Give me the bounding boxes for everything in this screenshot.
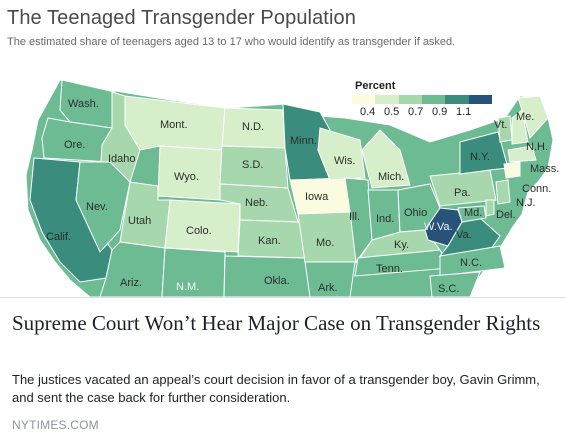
state-label-utah: Utah — [128, 215, 151, 227]
state-label-calif: Calif. — [46, 231, 71, 243]
state-label-mo: Mo. — [316, 237, 334, 249]
state-label-mich: Mich. — [378, 171, 404, 183]
state-nc — [439, 245, 506, 277]
us-choropleth-map: Wash. Ore. Calif. Idaho Nev. Utah Ariz. … — [25, 79, 559, 297]
state-label-nm: N.M. — [176, 281, 199, 293]
state-label-nj: N.J. — [516, 197, 536, 209]
state-label-va: Va. — [456, 229, 472, 241]
legend-title: Percent — [355, 80, 396, 92]
article-source: NYTIMES.COM — [12, 418, 99, 432]
state-label-neb: Neb. — [245, 197, 268, 209]
article-headline[interactable]: Supreme Court Won’t Hear Major Case on T… — [12, 311, 541, 335]
state-label-pa: Pa. — [454, 187, 471, 199]
state-label-minn: Minn. — [290, 135, 317, 147]
state-sc — [429, 271, 481, 297]
legend-swatch-4 — [421, 95, 446, 104]
state-label-ore: Ore. — [64, 139, 85, 151]
state-label-mont: Mont. — [160, 119, 188, 131]
state-md — [457, 205, 487, 223]
legend-tick: 0.5 — [384, 106, 400, 118]
state-label-idaho: Idaho — [108, 153, 136, 165]
state-label-me: Me. — [516, 111, 534, 123]
state-label-sd: S.D. — [242, 159, 263, 171]
state-label-iowa: Iowa — [305, 191, 329, 203]
article-description: The justices vacated an appeal’s court d… — [12, 372, 540, 405]
state-nj — [495, 179, 511, 205]
state-nm — [161, 247, 226, 297]
state-ark — [304, 261, 356, 297]
state-label-vt: Vt. — [494, 119, 507, 131]
legend-color-bar — [352, 95, 492, 104]
state-label-nd: N.D. — [242, 121, 264, 133]
state-label-ariz: Ariz. — [120, 277, 142, 289]
state-label-nc: N.C. — [460, 257, 482, 269]
map-image[interactable]: Wash. Ore. Calif. Idaho Nev. Utah Ariz. … — [0, 0, 566, 298]
legend-swatch-5 — [445, 95, 469, 104]
state-nh — [511, 109, 529, 145]
state-label-wis: Wis. — [334, 155, 355, 167]
legend-swatch-2 — [375, 95, 399, 104]
legend-swatch-1 — [352, 95, 376, 104]
state-label-colo: Colo. — [186, 225, 212, 237]
legend-swatch-6 — [468, 95, 492, 104]
legend-tick: 0.4 — [360, 106, 376, 118]
state-mich — [361, 129, 411, 189]
state-label-okla: Okla. — [264, 275, 290, 287]
state-me — [517, 95, 549, 140]
state-label-tenn: Tenn. — [376, 263, 403, 275]
state-ill — [344, 177, 373, 264]
map-legend: Percent 0.4 0.5 0.7 0.9 1.1 — [352, 80, 492, 120]
state-label-md: Md. — [464, 207, 482, 219]
state-label-conn: Conn. — [522, 183, 551, 195]
legend-tick: 0.7 — [408, 106, 424, 118]
state-label-mass: Mass. — [530, 163, 559, 175]
state-label-ark: Ark. — [318, 282, 338, 294]
state-label-nh: N.H. — [526, 141, 548, 153]
state-label-ill: Ill. — [349, 211, 360, 223]
map-subtitle: The estimated share of teenagers aged 13… — [7, 36, 456, 48]
state-okla — [223, 255, 311, 297]
state-ny — [459, 131, 509, 175]
legend-ticks: 0.4 0.5 0.7 0.9 1.1 — [352, 106, 492, 120]
state-label-sc: S.C. — [438, 283, 459, 295]
state-label-ohio: Ohio — [404, 207, 427, 219]
state-mass — [507, 145, 537, 163]
state-del — [485, 199, 495, 217]
legend-tick: 0.9 — [432, 106, 448, 118]
state-nev — [75, 161, 131, 253]
state-label-ky: Ky. — [394, 239, 409, 251]
state-label-wva: W.Va. — [424, 221, 453, 233]
legend-swatch-3 — [398, 95, 422, 104]
state-conn — [503, 161, 521, 179]
state-label-wyo: Wyo. — [174, 171, 199, 183]
state-label-wash: Wash. — [68, 98, 99, 110]
state-label-kan: Kan. — [258, 235, 281, 247]
state-label-del: Del. — [496, 209, 516, 221]
state-label-nev: Nev. — [86, 201, 108, 213]
legend-tick: 1.1 — [456, 106, 472, 118]
state-label-ind: Ind. — [376, 213, 394, 225]
map-title: The Teenaged Transgender Population — [7, 7, 356, 29]
state-label-ny: N.Y. — [470, 151, 490, 163]
